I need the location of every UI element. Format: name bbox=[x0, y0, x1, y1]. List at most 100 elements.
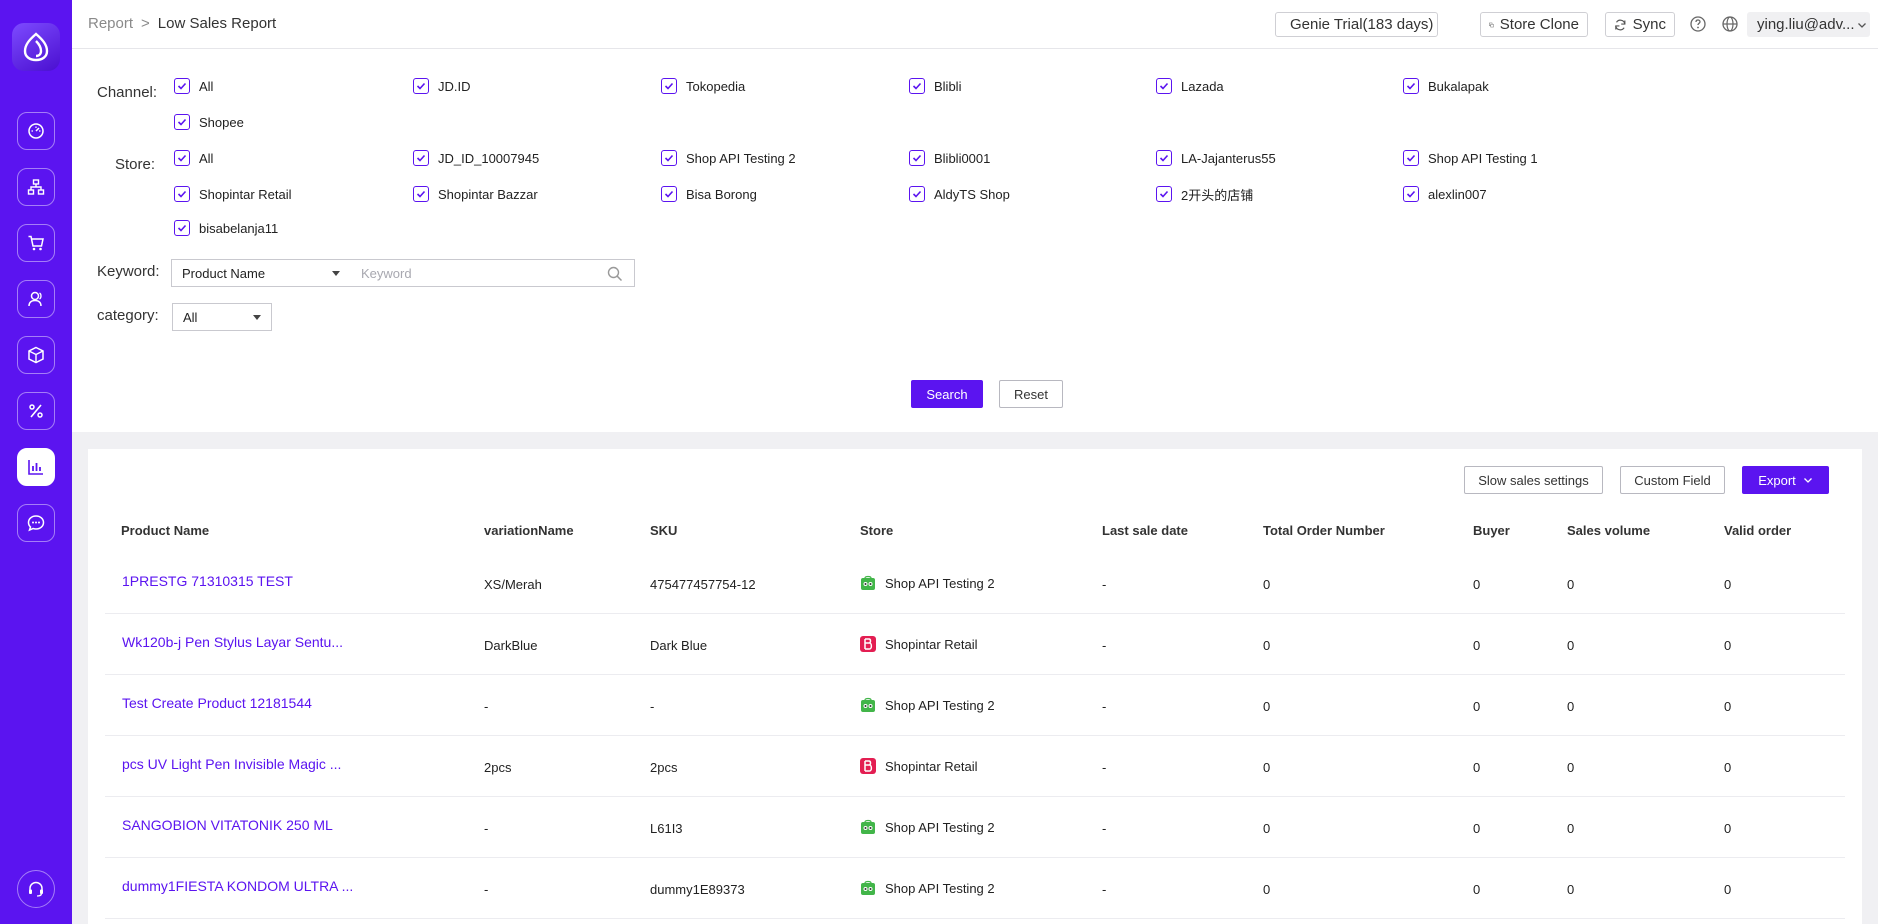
nav-promotions[interactable] bbox=[17, 392, 55, 430]
column-header-sales-volume[interactable]: Sales volume bbox=[1567, 523, 1651, 538]
sync-button[interactable]: Sync bbox=[1605, 12, 1675, 37]
product-name-link[interactable]: pcs UV Light Pen Invisible Magic ... bbox=[122, 756, 342, 772]
customers-icon bbox=[28, 291, 42, 307]
store-checkbox[interactable]: Blibli0001 bbox=[909, 149, 990, 167]
export-button[interactable]: Export bbox=[1742, 466, 1829, 494]
cell-sku: dummy1E89373 bbox=[650, 882, 745, 897]
store-checkbox[interactable]: 2开头的店铺 bbox=[1156, 185, 1253, 203]
column-header-last-sale-date[interactable]: Last sale date bbox=[1102, 523, 1188, 538]
store-option-label: JD_ID_10007945 bbox=[438, 150, 540, 166]
cell-valid-order: 0 bbox=[1724, 577, 1732, 592]
checkbox-checked-icon bbox=[174, 114, 190, 130]
sync-icon bbox=[1615, 19, 1626, 30]
keyword-input[interactable] bbox=[350, 260, 590, 286]
cell-total-order-number: 0 bbox=[1263, 882, 1271, 897]
store-label: Store: bbox=[115, 156, 156, 173]
nav-reports[interactable] bbox=[17, 448, 55, 486]
product-name-link[interactable]: 1PRESTG 71310315 TEST bbox=[122, 573, 293, 589]
store-checkbox[interactable]: JD_ID_10007945 bbox=[413, 149, 539, 167]
product-name-link[interactable]: dummy1FIESTA KONDOM ULTRA ... bbox=[122, 878, 354, 894]
store-checkbox[interactable]: Shopintar Retail bbox=[174, 185, 292, 203]
column-header-product-name[interactable]: Product Name bbox=[121, 523, 210, 538]
keyword-type-value: Product Name bbox=[182, 265, 266, 281]
column-header-total-order-number[interactable]: Total Order Number bbox=[1263, 523, 1385, 538]
channel-checkbox[interactable]: All bbox=[174, 77, 213, 95]
column-header-buyer[interactable]: Buyer bbox=[1473, 523, 1510, 538]
checkbox-checked-icon bbox=[909, 186, 925, 202]
help-icon[interactable] bbox=[1689, 15, 1707, 33]
product-name-link[interactable]: Test Create Product 12181544 bbox=[122, 695, 312, 711]
category-select[interactable]: All bbox=[172, 303, 272, 331]
page-title: Low Sales Report bbox=[157, 15, 277, 32]
nav-products[interactable] bbox=[17, 336, 55, 374]
search-button[interactable]: Search bbox=[911, 380, 983, 408]
channel-checkbox[interactable]: Tokopedia bbox=[661, 77, 745, 95]
cell-sales-volume: 0 bbox=[1567, 821, 1575, 836]
channel-checkbox[interactable]: Bukalapak bbox=[1403, 77, 1489, 95]
nav-orders[interactable] bbox=[17, 224, 55, 262]
search-icon[interactable] bbox=[607, 266, 623, 282]
channel-option-label: All bbox=[199, 78, 214, 94]
cell-last-sale-date: - bbox=[1102, 699, 1107, 714]
chevron-down-icon bbox=[1803, 478, 1812, 483]
cell-valid-order: 0 bbox=[1724, 760, 1732, 775]
store-checkbox[interactable]: AldyTS Shop bbox=[909, 185, 1010, 203]
column-header-store[interactable]: Store bbox=[860, 523, 894, 538]
tokopedia-icon bbox=[860, 819, 876, 835]
store-checkbox[interactable]: Shop API Testing 1 bbox=[1403, 149, 1538, 167]
breadcrumb-report[interactable]: Report bbox=[88, 15, 134, 32]
checkbox-checked-icon bbox=[661, 78, 677, 94]
channel-checkbox[interactable]: Shopee bbox=[174, 113, 244, 131]
column-header-sku[interactable]: SKU bbox=[650, 523, 678, 538]
nav-chat[interactable] bbox=[17, 504, 55, 542]
column-header-valid-order[interactable]: Valid order bbox=[1724, 523, 1792, 538]
channel-checkbox[interactable]: JD.ID bbox=[413, 77, 471, 95]
logo-icon bbox=[23, 32, 49, 62]
cell-variation-name: XS/Merah bbox=[484, 577, 542, 592]
store-checkbox[interactable]: Shopintar Bazzar bbox=[413, 185, 538, 203]
customer-support-button[interactable] bbox=[17, 870, 55, 908]
store-option-label: bisabelanja11 bbox=[199, 220, 279, 236]
store-checkbox[interactable]: alexlin007 bbox=[1403, 185, 1487, 203]
store-option-label: alexlin007 bbox=[1428, 186, 1487, 202]
cell-valid-order: 0 bbox=[1724, 699, 1732, 714]
store-name: Shop API Testing 2 bbox=[885, 575, 995, 591]
keyword-type-select[interactable]: Product Name bbox=[171, 259, 351, 287]
store-checkbox[interactable]: LA-Jajanterus55 bbox=[1156, 149, 1276, 167]
cell-last-sale-date: - bbox=[1102, 577, 1107, 592]
caret-down-icon bbox=[253, 315, 261, 320]
checkbox-checked-icon bbox=[174, 186, 190, 202]
channel-checkbox[interactable]: Blibli bbox=[909, 77, 961, 95]
store-clone-button[interactable]: Store Clone bbox=[1480, 12, 1588, 37]
blibli-icon bbox=[860, 758, 876, 774]
nav-dashboard[interactable] bbox=[17, 112, 55, 150]
user-account-dropdown[interactable]: ying.liu@adv... bbox=[1747, 12, 1870, 37]
custom-field-button[interactable]: Custom Field bbox=[1620, 466, 1725, 494]
globe-icon[interactable] bbox=[1721, 15, 1739, 33]
category-value: All bbox=[183, 309, 198, 325]
product-name-link[interactable]: Wk120b-j Pen Stylus Layar Sentu... bbox=[122, 634, 343, 650]
cell-sku: - bbox=[650, 699, 655, 714]
reset-button[interactable]: Reset bbox=[999, 380, 1063, 408]
app-logo[interactable] bbox=[12, 23, 60, 71]
cell-total-order-number: 0 bbox=[1263, 638, 1271, 653]
store-checkbox[interactable]: Shop API Testing 2 bbox=[661, 149, 796, 167]
checkbox-checked-icon bbox=[1156, 150, 1172, 166]
store-checkbox[interactable]: Bisa Borong bbox=[661, 185, 757, 203]
trial-plan-dropdown[interactable]: Genie Trial(183 days) bbox=[1275, 12, 1438, 37]
store-checkbox[interactable]: bisabelanja11 bbox=[174, 219, 278, 237]
column-header-variation-name[interactable]: variationName bbox=[484, 523, 574, 538]
cell-valid-order: 0 bbox=[1724, 821, 1732, 836]
store-name: Shop API Testing 2 bbox=[885, 880, 995, 896]
cell-variation-name: - bbox=[484, 699, 489, 714]
nav-customers[interactable] bbox=[17, 280, 55, 318]
slow-sales-settings-button[interactable]: Slow sales settings bbox=[1464, 466, 1603, 494]
cell-buyer: 0 bbox=[1473, 699, 1481, 714]
nav-organization[interactable] bbox=[17, 168, 55, 206]
channel-option-label: Tokopedia bbox=[686, 78, 746, 94]
store-checkbox[interactable]: All bbox=[174, 149, 213, 167]
product-name-link[interactable]: SANGOBION VITATONIK 250 ML bbox=[122, 817, 333, 833]
cell-buyer: 0 bbox=[1473, 760, 1481, 775]
channel-checkbox[interactable]: Lazada bbox=[1156, 77, 1224, 95]
cell-variation-name: - bbox=[484, 882, 489, 897]
